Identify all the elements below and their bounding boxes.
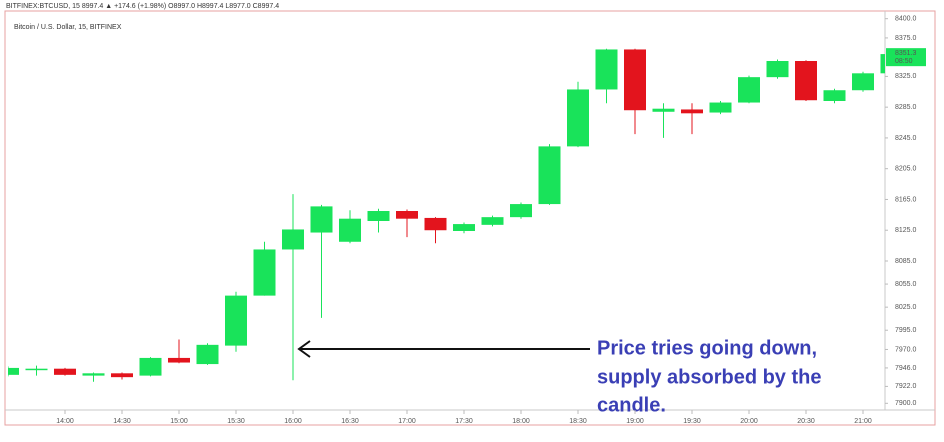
candle-body xyxy=(567,89,589,147)
y-tick-label: 7995.0 xyxy=(895,327,917,334)
annotation: supply absorbed by the xyxy=(597,366,821,388)
candle-body xyxy=(852,73,874,91)
candle-body xyxy=(424,217,447,231)
y-tick-label: 8085.0 xyxy=(895,258,917,265)
y-tick-label: 8165.0 xyxy=(895,196,917,203)
y-tick-label: 7970.0 xyxy=(895,346,917,353)
candle-body xyxy=(54,368,76,375)
y-tick-label: 8325.0 xyxy=(895,73,917,80)
candle-body xyxy=(310,206,333,233)
countdown-label: 08:50 xyxy=(895,58,913,65)
candle-body xyxy=(652,108,675,112)
arrow-head xyxy=(297,340,311,358)
candle-body xyxy=(282,229,304,250)
candle-body xyxy=(225,295,247,346)
y-tick-label: 8285.0 xyxy=(895,104,917,111)
x-tick-label: 21:00 xyxy=(854,418,872,425)
annotation: Price tries going down, xyxy=(597,337,817,359)
candle-body xyxy=(111,373,133,378)
candle-body xyxy=(823,90,846,101)
y-tick-label: 8025.0 xyxy=(895,304,917,311)
candle-body xyxy=(624,49,646,111)
candle-body xyxy=(681,109,703,114)
candle-body xyxy=(253,249,276,296)
candle-body xyxy=(168,357,190,363)
candle-body xyxy=(481,217,504,225)
candle-body xyxy=(396,211,418,219)
y-tick-label: 8205.0 xyxy=(895,166,917,173)
x-tick-label: 16:30 xyxy=(341,418,359,425)
candle-body xyxy=(25,368,48,371)
candle-body xyxy=(595,49,618,90)
candle-body xyxy=(339,218,361,242)
candles xyxy=(8,48,885,382)
x-tick-label: 19:00 xyxy=(626,418,644,425)
y-tick-label: 8375.0 xyxy=(895,35,917,42)
candle-body xyxy=(196,344,219,365)
candle-body xyxy=(538,146,561,205)
x-tick-label: 17:30 xyxy=(455,418,473,425)
y-tick-label: 7922.0 xyxy=(895,383,917,390)
x-tick-label: 16:00 xyxy=(284,418,302,425)
candle-body xyxy=(766,61,789,78)
candle-body xyxy=(510,204,532,218)
x-tick-label: 14:30 xyxy=(113,418,131,425)
candle-body xyxy=(709,102,732,113)
x-tick-label: 18:30 xyxy=(569,418,587,425)
candle-body xyxy=(795,61,817,101)
candle-body xyxy=(738,77,760,103)
y-tick-label: 8245.0 xyxy=(895,135,917,142)
price-tag xyxy=(886,48,926,67)
x-tick-label: 20:00 xyxy=(740,418,758,425)
x-tick-label: 17:00 xyxy=(398,418,416,425)
x-tick-label: 14:00 xyxy=(56,418,74,425)
x-tick-label: 20:30 xyxy=(797,418,815,425)
y-tick-label: 8125.0 xyxy=(895,227,917,234)
annotation: candle. xyxy=(597,394,666,416)
y-tick-label: 7946.0 xyxy=(895,365,917,372)
x-tick-label: 19:30 xyxy=(683,418,701,425)
x-tick-label: 18:00 xyxy=(512,418,530,425)
chart-title: Bitcoin / U.S. Dollar, 15, BITFINEX xyxy=(14,24,122,31)
candle-body xyxy=(8,367,19,375)
frame xyxy=(4,10,936,426)
x-tick-label: 15:30 xyxy=(227,418,245,425)
candle-body xyxy=(880,54,885,74)
candle-body xyxy=(82,373,105,376)
candle-body xyxy=(453,224,475,231)
y-tick-label: 8400.0 xyxy=(895,16,917,23)
y-tick-label: 8055.0 xyxy=(895,281,917,288)
y-tick-label: 7900.0 xyxy=(895,400,917,407)
candle-body xyxy=(139,357,162,376)
price-tag-label: 8351.3 xyxy=(895,50,917,57)
x-tick-label: 15:00 xyxy=(170,418,188,425)
chart-header: BITFINEX:BTCUSD, 15 8997.4 ▲ +174.6 (+1.… xyxy=(6,3,279,10)
candle-body xyxy=(367,211,390,221)
